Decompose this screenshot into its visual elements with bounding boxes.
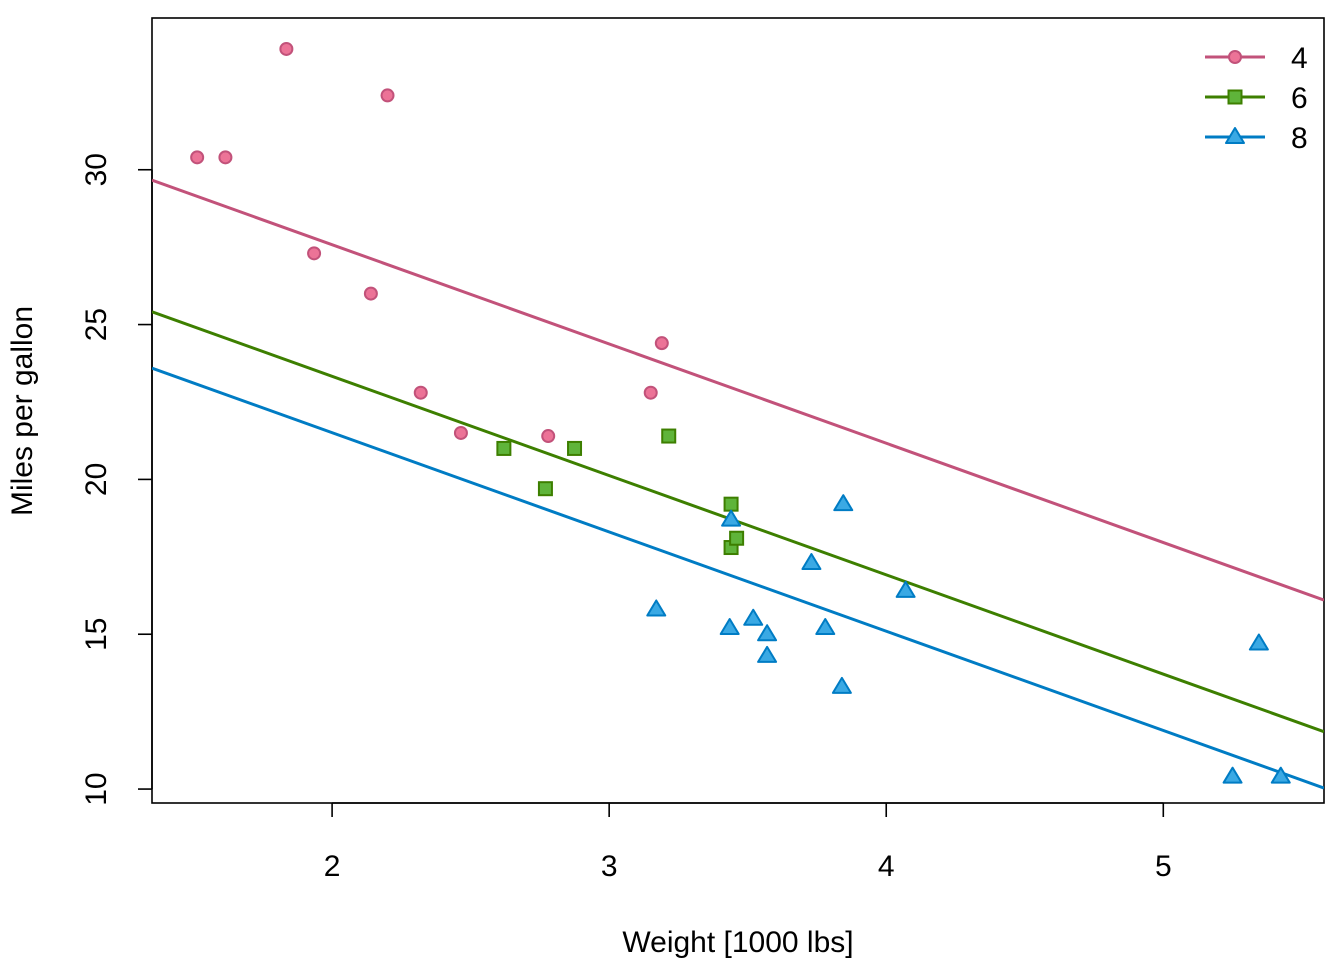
data-point-4 [453, 425, 468, 440]
data-point-8 [646, 599, 667, 617]
data-point-8 [895, 580, 916, 598]
data-point-4 [307, 246, 322, 261]
data-point-8 [815, 618, 836, 636]
data-point-8 [1270, 766, 1291, 784]
data-point-4 [643, 385, 658, 400]
x-tick-label: 3 [601, 850, 618, 883]
plot-frame [151, 17, 1325, 804]
data-point-4 [190, 150, 205, 165]
y-tick-label: 15 [80, 618, 113, 651]
data-point-8 [833, 494, 854, 512]
y-tick-label: 10 [80, 772, 113, 805]
data-point-8 [831, 676, 852, 694]
data-point-4 [654, 336, 669, 351]
data-point-4 [218, 150, 233, 165]
y-axis: 10 15 20 25 30 [80, 153, 153, 806]
legend-marker-4 [1228, 50, 1242, 64]
data-point-4 [363, 286, 378, 301]
y-tick-label: 30 [80, 153, 113, 186]
data-point-4 [413, 385, 428, 400]
legend-marker-8 [1225, 127, 1245, 144]
fit-line-4 [152, 178, 1324, 602]
x-tick-label: 4 [878, 850, 895, 883]
legend: 4 6 8 [1205, 42, 1308, 155]
legend-label-4: 4 [1291, 42, 1308, 75]
data-point-6 [723, 496, 739, 512]
x-axis: 2 3 4 5 [324, 802, 1172, 883]
data-point-6 [496, 440, 512, 456]
data-point-8 [719, 618, 740, 636]
data-point-8 [721, 509, 742, 527]
legend-label-6: 6 [1291, 82, 1308, 115]
data-point-8 [801, 553, 822, 571]
data-point-6 [537, 481, 553, 497]
x-tick-label: 5 [1155, 850, 1172, 883]
y-axis-label: Miles per gallon [6, 306, 39, 516]
data-point-6 [729, 530, 745, 546]
fit-line-8 [152, 366, 1324, 790]
legend-label-8: 8 [1291, 122, 1308, 155]
data-point-4 [380, 88, 395, 103]
x-axis-label: Weight [1000 lbs] [622, 926, 853, 959]
y-tick-label: 25 [80, 308, 113, 341]
data-point-4 [279, 41, 294, 56]
data-point-6 [567, 440, 583, 456]
y-tick-label: 20 [80, 463, 113, 496]
data-point-8 [757, 624, 778, 642]
data-point-8 [757, 645, 778, 663]
x-tick-label: 2 [324, 850, 341, 883]
data-points [190, 41, 1291, 784]
data-point-8 [743, 608, 764, 626]
data-point-6 [661, 428, 677, 444]
legend-marker-6 [1227, 89, 1243, 105]
data-point-8 [1222, 766, 1243, 784]
data-point-4 [541, 429, 556, 444]
regression-lines [152, 178, 1324, 790]
data-point-8 [1248, 633, 1269, 651]
